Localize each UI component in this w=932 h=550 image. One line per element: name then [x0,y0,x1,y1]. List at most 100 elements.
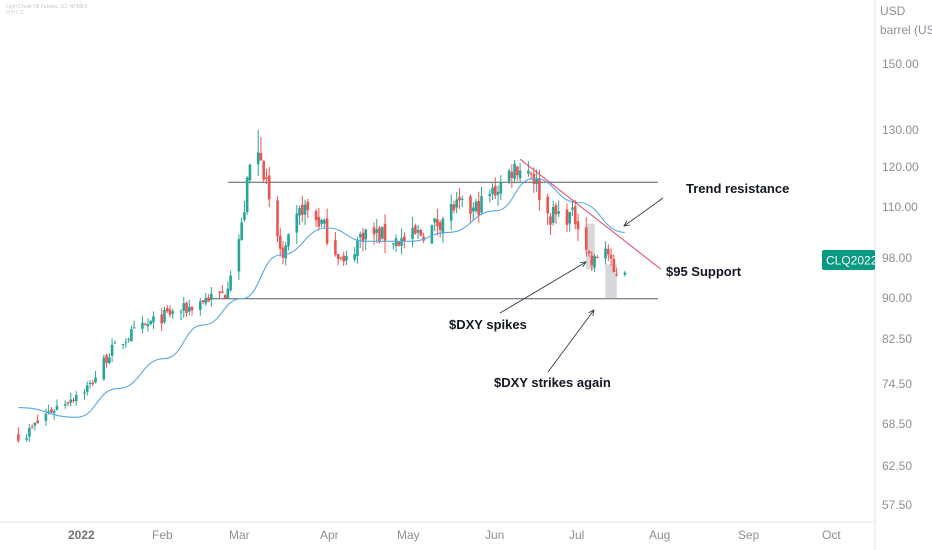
candle-body [529,173,533,175]
price-tick: 62.50 [882,459,912,473]
candle-body [565,209,569,225]
candle-body [256,152,260,165]
candle-body [30,426,34,428]
candle-body [342,255,345,262]
candle-body [510,171,514,178]
candle-body [141,322,144,329]
candles [17,130,627,444]
time-tick-oct: Oct [822,528,841,542]
candle-body [513,163,516,179]
candle-body [507,170,511,182]
candle-body [474,201,478,212]
candle-body [108,357,111,364]
candle-body [127,339,130,341]
candle-body [573,206,577,225]
price-unit-line1: USD [880,4,906,18]
candle-body [207,297,210,302]
price-tick: 120.00 [882,160,919,174]
candle-body [295,213,299,233]
candle-body [187,306,191,312]
candle-body [94,377,97,383]
arrow-trend-resistance [623,197,664,227]
candle-body [356,239,359,257]
candle-body [419,230,423,236]
candle-body [372,227,376,235]
candle-body [240,222,243,241]
candle-body [380,227,384,239]
candle-body [124,341,128,343]
candle-body [430,225,434,244]
time-tick-sep: Sep [738,528,760,542]
candle-body [201,300,205,303]
time-tick-aug: Aug [649,528,670,542]
annotation-support: $95 Support [666,264,742,279]
candle-body [74,395,78,402]
candle-body [121,343,125,345]
candle-body [66,402,70,404]
time-axis[interactable]: 2022 Feb Mar Apr May Jun Jul Aug Sep Oct [0,521,875,542]
candle-body [383,223,387,242]
candle-body [518,170,522,179]
candle-body [63,404,67,406]
candle-body [336,254,340,259]
candle-body [210,293,213,300]
candle-body [69,399,73,403]
candle-body [557,211,561,214]
candle-body [452,204,456,211]
candle-body [248,164,252,181]
candle-body [441,218,445,234]
candle-body [44,413,48,421]
candle-body [491,187,494,194]
candle-body [223,295,227,299]
candle-body [436,219,439,227]
trend-resistance-line [519,158,662,270]
candle-body [113,342,117,344]
candle-body [262,161,266,180]
candle-body [496,191,500,195]
candle-body [394,238,398,247]
candle-body [28,427,31,437]
header: Light Crude Oil Futures, 1D, NYMEX O H L… [6,4,88,16]
candle-body [538,178,541,201]
candle-body [571,207,574,210]
candle-body [458,197,461,201]
candle-body [55,405,59,411]
symbol-line: Light Crude Oil Futures, 1D, NYMEX [6,4,88,10]
candle-body [516,166,519,176]
candle-body [168,309,172,315]
highlight-boxes [586,223,617,299]
candle-body [130,329,133,342]
arrow-trend-resistance-head [623,220,630,227]
candle-body [576,221,580,230]
candle-body [204,298,208,304]
highlight-box [586,223,595,270]
highlight-box [605,264,617,299]
candle-body [488,194,492,197]
candle-body [480,195,483,213]
candle-body [47,411,50,413]
candle-body [397,241,401,246]
candle-body [460,198,464,200]
candle-body [91,382,95,384]
candle-body [584,227,588,250]
candle-body [185,302,188,314]
price-tick: 150.00 [882,57,919,71]
candle-body [535,179,538,184]
price-tick: 130.00 [882,123,919,137]
candle-body [243,212,246,220]
candle-body [323,219,326,224]
candle-body [267,175,271,200]
candle-body [298,208,301,216]
candle-body [278,235,282,249]
candle-body [102,357,106,380]
price-tick: 57.50 [882,498,912,512]
candle-body [182,303,186,311]
annotation-trend-resistance: Trend resistance [686,181,789,196]
candle-body [229,275,232,291]
annotation-dxy-spikes: $DXY spikes [449,317,527,332]
price-badge-label: CLQ2022 [826,254,878,268]
candle-body [455,199,458,208]
arrow-dxy-spikes [499,261,587,314]
price-axis[interactable]: USD barrel (US) 150.00 130.00 120.00 110… [874,0,932,550]
